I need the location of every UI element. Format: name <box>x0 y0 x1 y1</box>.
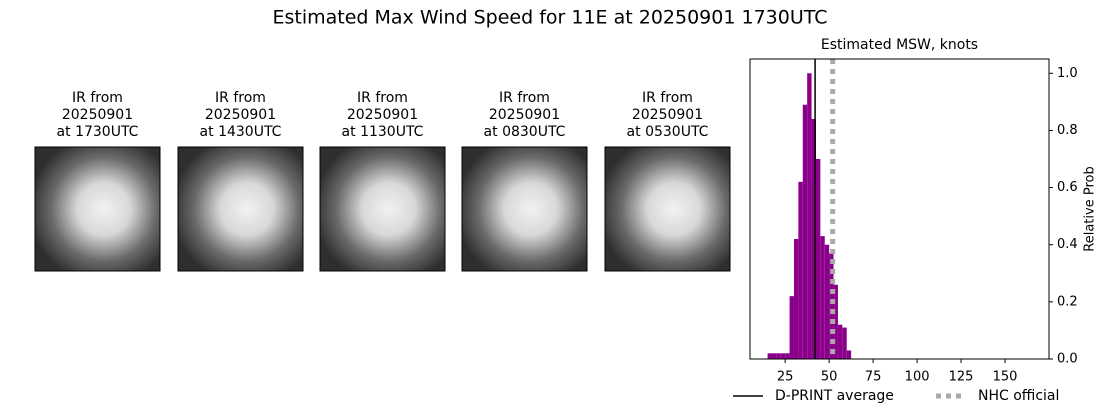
panel-label: at 1430UTC <box>200 124 282 140</box>
panel-label: IR from <box>499 90 550 106</box>
bar <box>824 244 830 359</box>
bar <box>785 353 790 359</box>
panel-label: at 1130UTC <box>342 124 424 140</box>
y-tick-label: 0.8 <box>1057 123 1078 138</box>
panel-label: 20250901 <box>632 107 703 123</box>
panel-label: IR from <box>642 90 693 106</box>
panel-label: at 0830UTC <box>484 124 566 140</box>
plot-frame <box>749 58 1050 360</box>
chart-title: Estimated MSW, knots <box>821 37 978 53</box>
panel-label: 20250901 <box>62 107 133 123</box>
y-tick-label: 0.6 <box>1057 180 1078 195</box>
legend-label: NHC official <box>978 388 1059 404</box>
x-tick-label: 75 <box>865 370 882 385</box>
panel-label: IR from <box>357 90 408 106</box>
bar <box>829 253 834 359</box>
bar <box>842 327 847 359</box>
ir-image <box>319 146 446 272</box>
panel-label: 20250901 <box>489 107 560 123</box>
bar <box>802 104 808 359</box>
bar <box>815 159 821 359</box>
bar <box>820 236 825 359</box>
bar <box>837 324 843 359</box>
y-tick-label: 0.4 <box>1057 237 1078 252</box>
bar <box>793 239 799 359</box>
figure-title: Estimated Max Wind Speed for 11E at 2025… <box>272 7 827 29</box>
ir-image <box>604 146 731 272</box>
y-tick-label: 1.0 <box>1057 66 1078 81</box>
bar <box>789 296 794 359</box>
x-tick-label: 125 <box>949 370 974 385</box>
y-tick-label: 0.2 <box>1057 294 1078 309</box>
panel-label: at 1730UTC <box>57 124 139 140</box>
ir-image <box>461 146 588 272</box>
panel-label: IR from <box>215 90 266 106</box>
x-tick-label: 25 <box>777 370 794 385</box>
bar <box>846 350 852 359</box>
bar <box>767 353 772 359</box>
x-tick-label: 50 <box>821 370 838 385</box>
ir-image <box>34 146 161 272</box>
histogram-chart: Estimated MSW, knots 25 50 75 100 125 150 0.0 0.… <box>733 37 1098 404</box>
x-tick-label: 150 <box>993 370 1018 385</box>
legend-label: D-PRINT average <box>775 388 894 404</box>
x-tick-label: 100 <box>905 370 930 385</box>
y-axis-label: Relative Prob <box>1083 166 1098 251</box>
bar <box>798 181 803 359</box>
bar <box>807 73 812 360</box>
panel-label: 20250901 <box>347 107 418 123</box>
bar <box>833 284 838 359</box>
ir-image <box>177 146 304 272</box>
bar <box>771 353 777 359</box>
y-tick-label: 0.0 <box>1057 352 1078 367</box>
panel-label: at 0530UTC <box>627 124 709 140</box>
bar <box>780 353 786 359</box>
bar <box>811 119 816 359</box>
panel-label: IR from <box>72 90 123 106</box>
bar <box>776 353 781 359</box>
panel-label: 20250901 <box>205 107 276 123</box>
